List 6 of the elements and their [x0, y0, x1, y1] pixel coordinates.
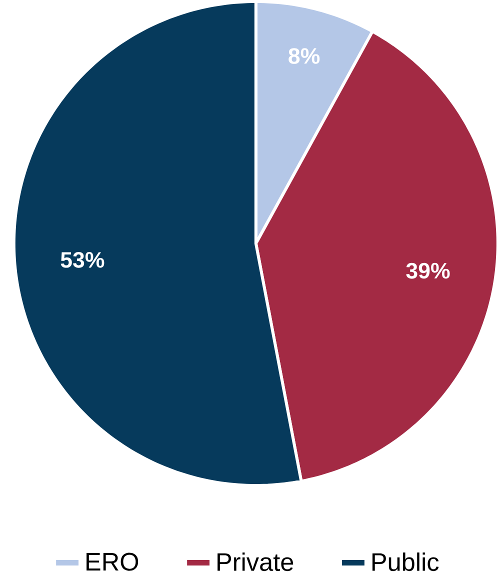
legend-label: Private	[217, 552, 293, 572]
data-label: 53%	[60, 252, 104, 268]
legend-label: Public	[372, 552, 438, 572]
data-label: 8%	[288, 48, 320, 64]
legend-label: ERO	[86, 552, 138, 571]
data-label: 39%	[406, 262, 450, 279]
